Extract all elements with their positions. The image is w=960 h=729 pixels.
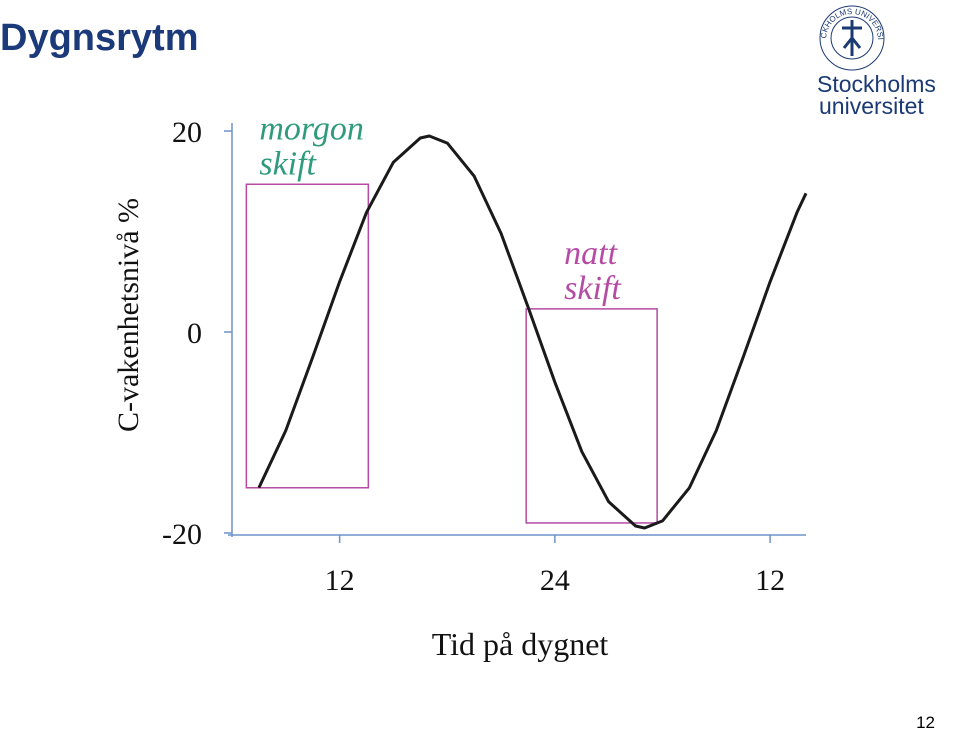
y-tick-label: 0 — [187, 317, 202, 350]
shift-box — [525, 308, 658, 524]
slide-title: Dygnsrytm — [0, 17, 199, 59]
x-tick-label: 12 — [325, 564, 355, 597]
x-tick-label: 12 — [755, 564, 785, 597]
logo-line: Stockholms — [817, 71, 936, 97]
x-axis-label: Tid på dygnet — [432, 626, 609, 662]
shift-box — [245, 183, 370, 489]
shift-label: skift — [259, 145, 317, 182]
seal-emblem — [842, 20, 862, 56]
shift-label: morgon — [259, 110, 364, 147]
shift-label: natt — [564, 235, 618, 272]
logo-line: universitet — [819, 93, 924, 119]
y-tick-label: 20 — [172, 116, 202, 149]
seal-inner — [830, 16, 874, 60]
page-number: 12 — [916, 713, 935, 729]
y-tick-label: -20 — [162, 518, 202, 551]
curve — [257, 134, 808, 530]
x-tick-label: 24 — [540, 564, 570, 597]
y-axis-label: C-vakenhetsnivå % — [112, 198, 145, 432]
seal-ring — [819, 5, 885, 71]
shift-label: skift — [564, 270, 622, 307]
